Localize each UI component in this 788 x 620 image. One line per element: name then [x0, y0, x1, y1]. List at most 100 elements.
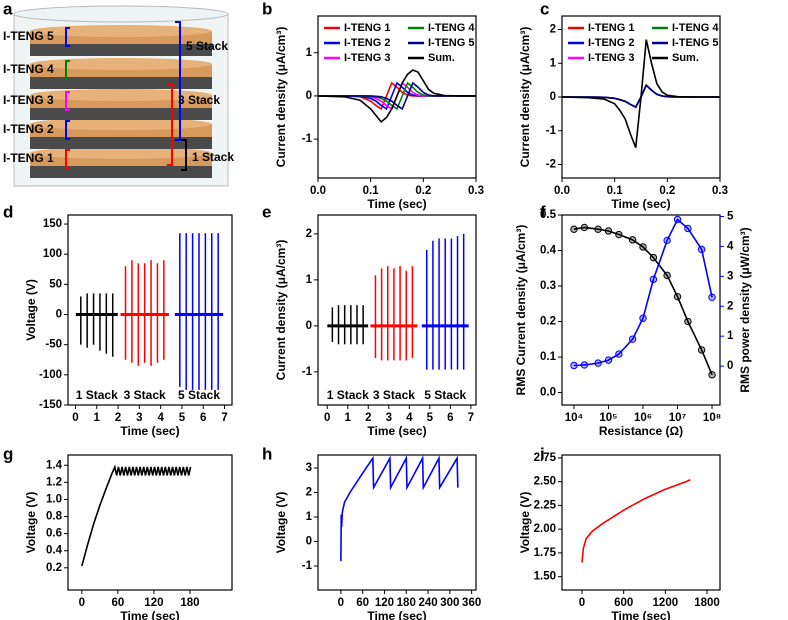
x-tick-label: 0.3	[712, 185, 728, 197]
y-tick-label: 0.6	[46, 528, 62, 540]
x-tick-label: 0.0	[310, 185, 326, 197]
x-tick-label: 0.3	[468, 185, 484, 197]
legend-label: I-TENG 3	[344, 52, 390, 64]
y-tick-label: 1.4	[46, 459, 63, 471]
disc-top	[30, 147, 212, 159]
stack-label: 5 Stack	[186, 39, 228, 53]
data-point	[697, 245, 706, 254]
spacer	[30, 137, 212, 149]
data-point	[615, 350, 623, 358]
x-tick-label: 1200	[653, 597, 679, 609]
legend-label: I-TENG 1	[588, 22, 634, 34]
panel-letter: c	[540, 0, 549, 18]
y-tick-label: 0	[306, 90, 312, 102]
y2-tick-label: 2	[727, 300, 733, 312]
panel-letter: e	[262, 202, 271, 221]
legend-label: I-TENG 3	[588, 52, 634, 64]
x-tick-label: 180	[397, 597, 416, 609]
disc-top	[30, 25, 212, 37]
data-line	[581, 478, 691, 563]
y-tick-label: 0	[56, 309, 62, 321]
x-tick-label: 0	[72, 412, 78, 424]
data-point	[639, 314, 647, 322]
layer-bracket	[65, 27, 70, 47]
y-tick-label: -1	[546, 125, 557, 137]
data-point	[604, 227, 613, 235]
data-line	[81, 464, 192, 567]
x-axis-label: Time (sec)	[120, 424, 179, 438]
x-axis-label: Time (sec)	[367, 609, 426, 620]
x-tick-label: 1800	[694, 597, 720, 609]
y-tick-label: 1	[306, 274, 313, 286]
y-tick-label: 0.4	[540, 245, 557, 257]
panel-letter: a	[3, 0, 13, 18]
data-point	[663, 271, 671, 280]
y-tick-label: 150	[43, 218, 62, 230]
data-line	[561, 39, 720, 148]
spacer	[30, 44, 212, 56]
x-tick-label: 1	[94, 412, 101, 424]
x-tick-label: 180	[180, 597, 199, 609]
data-line	[318, 81, 476, 111]
data-point	[708, 371, 716, 379]
data-point	[615, 230, 623, 239]
y-tick-label: 1.50	[534, 571, 556, 583]
x-axis-label: Time (sec)	[611, 197, 670, 211]
y-tick-label: 0	[306, 320, 312, 332]
y-tick-label: -2	[546, 159, 556, 171]
x-tick-label: 10⁶	[634, 412, 652, 424]
y-tick-label: 2.75	[534, 452, 557, 464]
y-tick-label: 0	[550, 91, 556, 103]
x-tick-label: 4	[406, 412, 413, 424]
y-tick-label: 3	[306, 462, 312, 474]
panel-letter: d	[3, 202, 13, 221]
x-tick-label: 3	[136, 412, 142, 424]
y-axis-label: Voltage (V)	[274, 492, 288, 554]
group-label: 1 Stack	[76, 388, 118, 402]
x-tick-label: 360	[462, 597, 481, 609]
group-label: 3 Stack	[373, 388, 415, 402]
disc-top	[30, 58, 212, 70]
x-tick-label: 6	[447, 412, 453, 424]
x-tick-label: 0.0	[554, 185, 570, 197]
y-axis-label: Current density (μA/cm³)	[274, 27, 288, 168]
y-tick-label: 2	[306, 228, 312, 240]
x-tick-label: 300	[440, 597, 459, 609]
x-tick-label: 1	[345, 412, 352, 424]
x-axis-label: Time (sec)	[611, 609, 670, 620]
layer-bracket	[65, 60, 70, 80]
y-tick-label: 2.25	[534, 499, 557, 511]
data-point	[580, 361, 589, 369]
data-point	[628, 335, 637, 343]
x-tick-label: 10⁴	[565, 412, 584, 424]
legend-label: I-TENG 5	[428, 37, 474, 49]
group-label: 3 Stack	[124, 388, 166, 402]
y-tick-label: 1	[306, 511, 313, 523]
x-tick-label: 4	[157, 412, 164, 424]
x-tick-label: 120	[375, 597, 394, 609]
panel-letter: b	[262, 0, 272, 18]
y-tick-label: 0.3	[540, 280, 556, 292]
data-point	[639, 243, 647, 251]
layer-label: I-TENG 1	[3, 151, 54, 165]
y2-tick-label: 0	[727, 360, 733, 372]
x-tick-label: 5	[427, 412, 434, 424]
legend-label: I-TENG 2	[344, 37, 390, 49]
disc-top	[30, 118, 212, 130]
y-tick-label: -1	[302, 366, 313, 378]
x-axis-label: Resistance (Ω)	[599, 424, 683, 438]
x-tick-label: 240	[418, 597, 437, 609]
y-tick-label: 50	[49, 278, 62, 290]
data-point	[684, 224, 692, 233]
plot-frame	[317, 454, 477, 591]
data-point	[570, 225, 578, 233]
y-tick-label: 0.8	[46, 511, 63, 523]
y-tick-label: 1.2	[46, 476, 62, 488]
y-tick-label: -1	[302, 560, 313, 572]
x-tick-label: 7	[468, 412, 474, 424]
stack-bracket	[181, 139, 187, 171]
y-axis-label: Voltage (V)	[24, 492, 38, 554]
y-tick-label: 1.0	[46, 493, 62, 505]
legend-label: Sum.	[672, 52, 699, 64]
y-tick-label: 0.0	[540, 387, 556, 399]
